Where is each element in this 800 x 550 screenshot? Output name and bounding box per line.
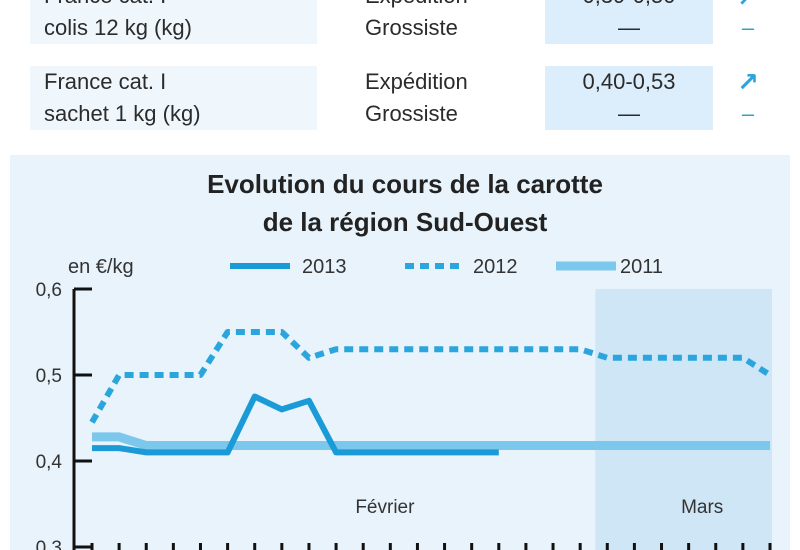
price-cell: 0,39-0,50 — (545, 0, 713, 44)
price-expedition: 0,40-0,53 (582, 69, 676, 94)
trend-cell: ↗ – (713, 66, 783, 130)
product-name: France cat. I (44, 0, 317, 12)
table-row: France cat. I sachet 1 kg (kg) Expéditio… (30, 66, 783, 130)
chart-title-line2: de la région Sud-Ouest (263, 207, 548, 237)
trend-grossiste: – (741, 101, 755, 126)
chart-title-line1: Evolution du cours de la carotte (207, 169, 603, 199)
y-tick-label: 0,3 (36, 538, 62, 550)
legend-label-2013: 2013 (302, 256, 347, 278)
month-label-mars: Mars (681, 497, 723, 518)
stage-cell: Expédition Grossiste (365, 66, 545, 130)
legend-label-2011: 2011 (620, 256, 663, 278)
product-cell: France cat. I colis 12 kg (kg) (30, 0, 317, 44)
arrow-up-right-icon: ↗ (737, 67, 759, 97)
trend-grossiste: – (741, 15, 755, 40)
series-line-2011 (92, 432, 770, 451)
price-cell: 0,40-0,53 — (545, 66, 713, 130)
march-region (595, 289, 772, 550)
chart: Evolution du cours de la carotte de la r… (36, 169, 772, 550)
price-grossiste: — (618, 101, 640, 126)
price-expedition: 0,39-0,50 (545, 0, 713, 12)
trend-cell: ➚ – (713, 0, 783, 44)
stage-expedition: Expédition (365, 69, 468, 94)
legend-label-2012: 2012 (473, 256, 518, 278)
product-packaging: sachet 1 kg (kg) (44, 101, 201, 126)
stage-cell: Expédition Grossiste (365, 0, 545, 44)
y-axis-unit: en €/kg (68, 256, 134, 278)
product-cell: France cat. I sachet 1 kg (kg) (30, 66, 317, 130)
arrow-right-icon: ➚ (713, 0, 783, 12)
table-row: France cat. I colis 12 kg (kg) Expéditio… (30, 0, 783, 44)
stage-expedition: Expédition (365, 0, 545, 12)
stage-grossiste: Grossiste (365, 101, 458, 126)
chart-panel: Evolution du cours de la carotte de la r… (10, 155, 790, 550)
y-tick-label: 0,6 (36, 280, 62, 301)
month-label-fevrier: Février (355, 497, 415, 518)
series-line-2013 (92, 393, 499, 456)
product-name: France cat. I (44, 69, 167, 94)
price-grossiste: — (618, 15, 640, 40)
product-packaging: colis 12 kg (kg) (44, 15, 192, 40)
stage-grossiste: Grossiste (365, 15, 458, 40)
y-tick-label: 0,5 (36, 366, 62, 387)
y-tick-label: 0,4 (36, 452, 63, 473)
